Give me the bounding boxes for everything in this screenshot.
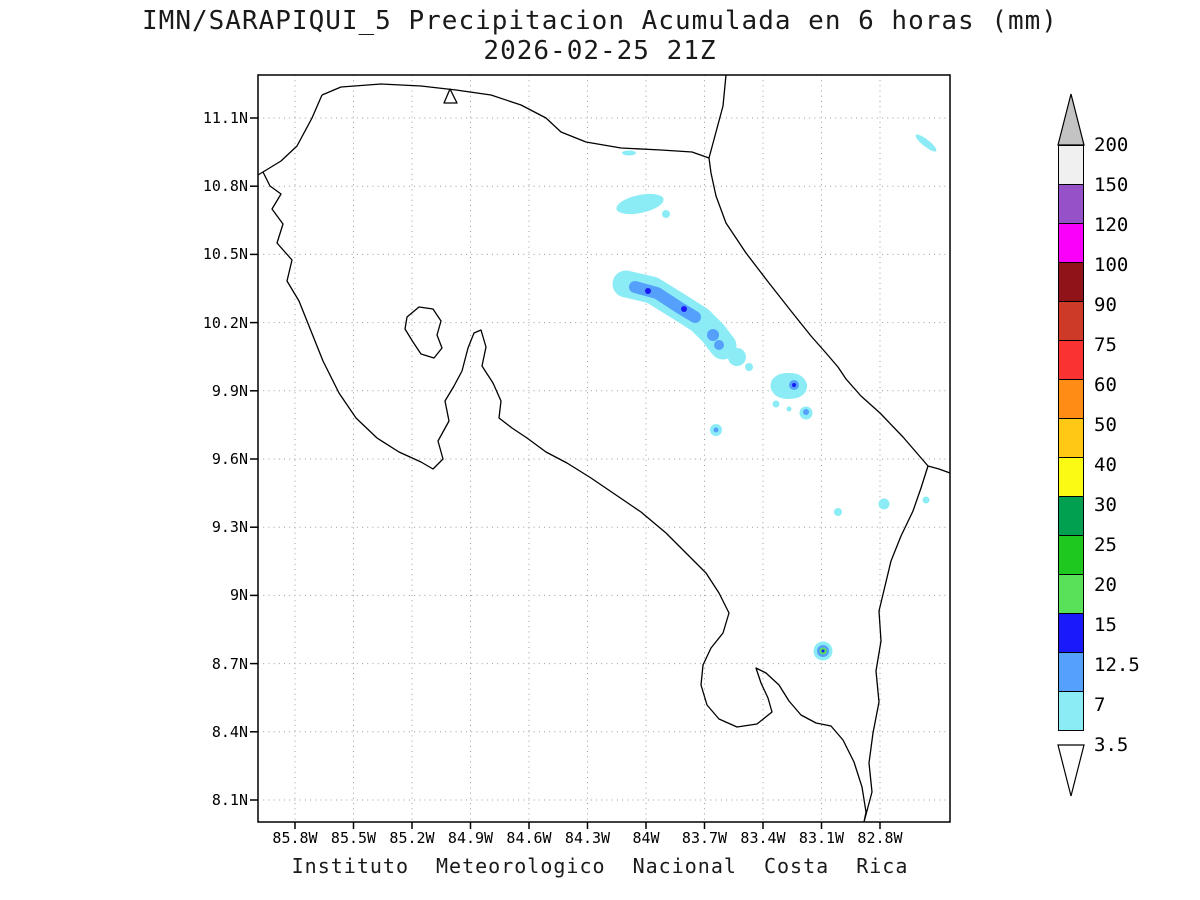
colorbar-level-label: 200 xyxy=(1094,134,1129,156)
colorbar-level-label: 20 xyxy=(1094,574,1117,596)
colorbar-level-label: 90 xyxy=(1094,294,1117,316)
precip-speck xyxy=(622,150,636,156)
colorbar-segment xyxy=(1058,184,1084,224)
x-axis-tick-label: 84.3W xyxy=(564,829,611,847)
panama-caribbean-coast xyxy=(927,465,951,474)
colorbar-segment xyxy=(1058,340,1084,380)
lake-island-triangle xyxy=(443,88,458,104)
precip-cluster-outer xyxy=(770,372,808,399)
colorbar-segment xyxy=(1058,574,1084,614)
y-axis-tick-label: 9.3N xyxy=(211,518,248,537)
colorbar-level-label: 40 xyxy=(1094,454,1117,476)
precip-sliver-offshore xyxy=(915,134,937,152)
precip-patch-north-coast xyxy=(616,193,664,215)
x-axis-tick-label: 83.1W xyxy=(798,829,845,847)
nicaragua-caribbean-coast xyxy=(708,74,727,159)
y-axis-tick-label: 10.5N xyxy=(202,245,248,264)
chart-title: IMN/SARAPIQUI_5 Precipitacion Acumulada … xyxy=(142,6,1058,36)
precipitation-overlay xyxy=(612,134,937,661)
y-axis-tick-label: 8.1N xyxy=(211,791,248,809)
colorbar-segment xyxy=(1058,457,1084,497)
x-axis-tick-label: 83.7W xyxy=(681,829,728,847)
precip-speck xyxy=(786,406,792,412)
precip-cluster-max xyxy=(792,383,796,387)
x-axis-tick-label: 85.8W xyxy=(272,829,318,847)
y-axis-tick-label: 8.4N xyxy=(211,722,248,741)
axis-ticks xyxy=(250,117,881,829)
x-axis-tick-label: 83.4W xyxy=(740,829,786,847)
colorbar-bottom-arrow-shape xyxy=(1057,744,1085,797)
inland-lake-contour xyxy=(404,306,443,359)
x-axis-tick-label: 84.9W xyxy=(447,829,494,847)
colorbar-top-arrow-shape xyxy=(1057,93,1085,146)
colorbar-level-label: 3.5 xyxy=(1094,734,1129,756)
colorbar-segment xyxy=(1058,262,1084,302)
precip-speck xyxy=(834,508,842,516)
precip-speck xyxy=(662,210,670,218)
precip-speck xyxy=(745,363,753,371)
y-axis-tick-label: 11.1N xyxy=(202,109,248,127)
colorbar-segment xyxy=(1058,145,1084,185)
x-axis-tick-label: 85.5W xyxy=(330,829,377,847)
x-axis-tick-label: 84.6W xyxy=(506,829,552,847)
colorbar-segment xyxy=(1058,379,1084,419)
costa-rica-outline xyxy=(257,83,929,823)
precip-speck xyxy=(772,400,780,408)
colorbar-level-label: 12.5 xyxy=(1094,654,1140,676)
colorbar-segment xyxy=(1058,613,1084,653)
colorbar xyxy=(1058,145,1084,731)
y-axis-tick-label: 9N xyxy=(229,586,248,605)
precip-band-core-blob xyxy=(714,340,724,350)
colorbar-level-label: 25 xyxy=(1094,534,1117,556)
colorbar-level-label: 30 xyxy=(1094,494,1117,516)
colorbar-segment xyxy=(1058,535,1084,575)
y-axis-tick-label: 9.6N xyxy=(211,450,248,468)
colorbar-segment xyxy=(1058,223,1084,263)
coastline-and-borders xyxy=(257,74,951,823)
colorbar-top-arrow xyxy=(1057,93,1085,146)
y-axis-tick-label: 10.8N xyxy=(202,177,248,196)
colorbar-level-label: 120 xyxy=(1094,214,1129,236)
colorbar-segment xyxy=(1058,652,1084,692)
precip-band-core-blob xyxy=(707,329,719,341)
precip-speck xyxy=(878,498,890,510)
colorbar-level-label: 60 xyxy=(1094,374,1117,396)
precip-band-max-speck xyxy=(645,288,651,294)
colorbar-segment xyxy=(1058,496,1084,536)
colorbar-level-label: 50 xyxy=(1094,414,1117,436)
precip-bullseye-center xyxy=(821,649,825,653)
precip-cell-core xyxy=(713,427,719,433)
colorbar-segment xyxy=(1058,301,1084,341)
gridlines xyxy=(258,75,950,822)
colorbar-segment xyxy=(1058,691,1084,731)
plot-frame xyxy=(257,74,951,823)
colorbar-segment xyxy=(1058,418,1084,458)
y-axis-tick-label: 9.9N xyxy=(211,381,248,400)
colorbar-level-label: 100 xyxy=(1094,254,1129,276)
chart-subtitle-datetime: 2026-02-25 21Z xyxy=(483,36,717,66)
y-axis-tick-label: 8.7N xyxy=(211,654,248,673)
x-axis-tick-label: 85.2W xyxy=(389,829,435,847)
x-axis-tick-label: 84W xyxy=(632,829,660,847)
precip-band-tail xyxy=(728,348,746,366)
precip-band-max-speck xyxy=(681,306,687,312)
colorbar-level-label: 150 xyxy=(1094,174,1129,196)
precip-cell-core xyxy=(803,409,809,415)
colorbar-level-label: 15 xyxy=(1094,614,1117,636)
y-axis-tick-label: 10.2N xyxy=(202,313,248,332)
colorbar-bottom-arrow xyxy=(1057,744,1085,797)
x-axis-tick-label: 82.8W xyxy=(857,829,903,847)
precip-speck xyxy=(922,496,930,504)
colorbar-level-label: 75 xyxy=(1094,334,1117,356)
colorbar-level-label: 7 xyxy=(1094,694,1106,716)
footer-caption: Instituto Meteorologico Nacional Costa R… xyxy=(291,854,909,878)
